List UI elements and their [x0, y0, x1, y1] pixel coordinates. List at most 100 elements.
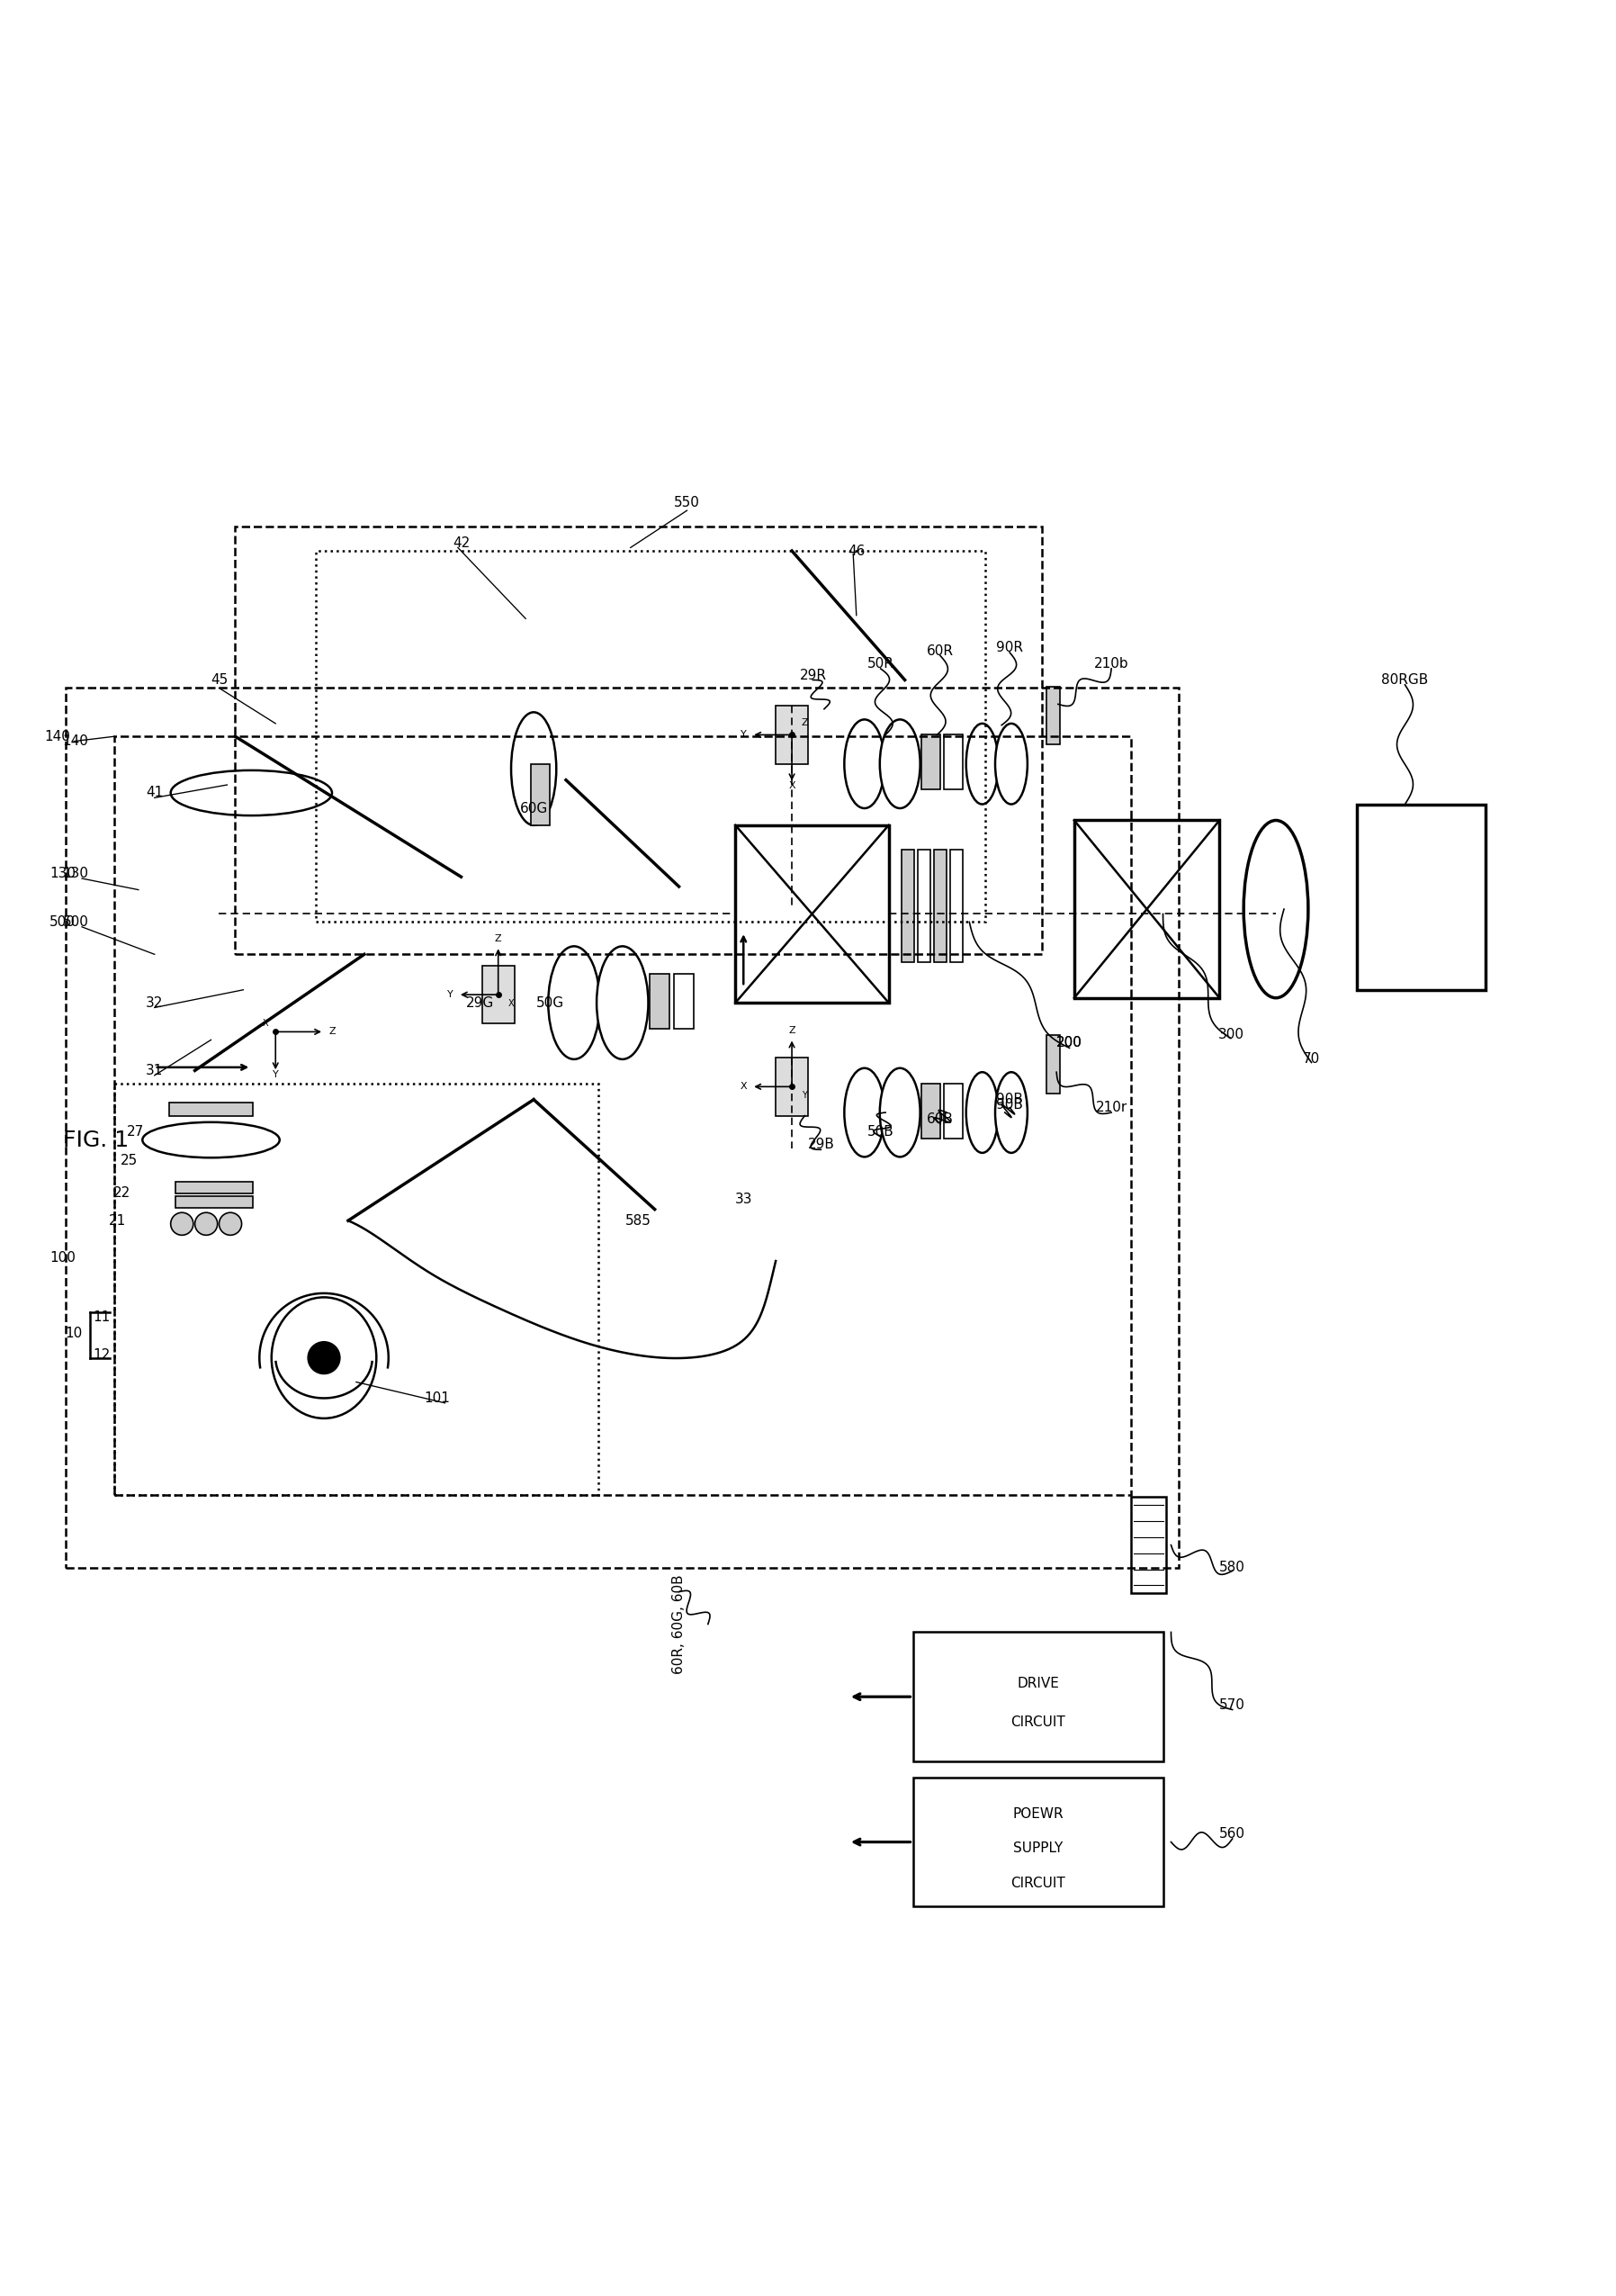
Ellipse shape [844, 719, 884, 808]
Bar [236, 526, 1042, 955]
Ellipse shape [995, 723, 1028, 804]
Text: Z: Z [802, 719, 808, 728]
Text: 210b: 210b [1094, 657, 1128, 670]
Text: 11: 11 [92, 1311, 110, 1325]
Ellipse shape [596, 946, 648, 1058]
Text: 580: 580 [1220, 1561, 1246, 1575]
Text: POEWR: POEWR [1013, 1807, 1063, 1821]
Text: 12: 12 [92, 1348, 110, 1362]
Text: 33: 33 [735, 1194, 751, 1205]
Text: X: X [263, 1019, 268, 1029]
Bar [315, 551, 986, 923]
Ellipse shape [142, 1123, 280, 1157]
Text: 130: 130 [50, 868, 76, 879]
Text: 50R: 50R [868, 657, 894, 670]
Bar [1131, 1497, 1167, 1593]
Text: 29G: 29G [467, 996, 494, 1010]
Text: 300: 300 [1218, 1029, 1244, 1042]
Text: 550: 550 [674, 496, 700, 510]
Text: 60R, 60G, 60B: 60R, 60G, 60B [672, 1575, 685, 1674]
Bar [950, 850, 963, 962]
Circle shape [307, 1341, 339, 1373]
Bar [921, 1084, 941, 1139]
Text: SUPPLY: SUPPLY [1013, 1841, 1063, 1855]
Bar [944, 735, 963, 790]
Bar [934, 850, 947, 962]
Text: 60G: 60G [520, 801, 548, 815]
Text: 500: 500 [63, 916, 89, 930]
Text: 130: 130 [63, 868, 89, 879]
Bar [170, 1102, 254, 1116]
Text: 60B: 60B [928, 1111, 953, 1125]
Text: 50B: 50B [868, 1125, 894, 1139]
Text: Z: Z [328, 1026, 336, 1035]
Text: X: X [507, 999, 514, 1008]
Bar [115, 1084, 598, 1495]
Text: 200: 200 [1057, 1035, 1083, 1049]
Text: 210r: 210r [1096, 1100, 1128, 1114]
Text: Y: Y [273, 1070, 278, 1079]
Bar [913, 1777, 1164, 1906]
Bar [482, 967, 514, 1024]
Ellipse shape [511, 712, 556, 824]
Bar [115, 737, 1131, 1495]
Text: 200: 200 [1057, 1035, 1083, 1049]
Text: 140: 140 [63, 735, 89, 748]
Text: 46: 46 [848, 544, 865, 558]
Text: 42: 42 [452, 535, 470, 549]
Text: 101: 101 [423, 1391, 449, 1405]
Text: 70: 70 [1302, 1052, 1320, 1065]
Text: 29R: 29R [800, 668, 826, 682]
Ellipse shape [548, 946, 600, 1058]
Bar [918, 850, 931, 962]
Bar [1075, 820, 1220, 999]
Bar [1047, 687, 1060, 744]
Text: 31: 31 [145, 1063, 163, 1077]
Bar [176, 1196, 254, 1208]
Bar [176, 1182, 254, 1194]
Text: DRIVE: DRIVE [1016, 1676, 1058, 1690]
Bar [735, 824, 889, 1003]
Bar [530, 765, 549, 824]
Text: 90B: 90B [995, 1097, 1023, 1111]
Bar [1047, 1035, 1060, 1093]
Text: FIG. 1: FIG. 1 [63, 1130, 128, 1150]
Ellipse shape [196, 1212, 218, 1235]
Bar [921, 735, 941, 790]
Text: Y: Y [740, 730, 747, 739]
Ellipse shape [844, 1068, 884, 1157]
Bar [913, 1632, 1164, 1761]
Ellipse shape [171, 1212, 194, 1235]
Bar [902, 850, 915, 962]
Text: X: X [789, 781, 795, 790]
Bar [944, 1084, 963, 1139]
Text: 32: 32 [145, 996, 163, 1010]
Ellipse shape [966, 723, 999, 804]
Text: 21: 21 [108, 1215, 126, 1228]
Text: 80RGB: 80RGB [1382, 673, 1429, 687]
Text: 50G: 50G [537, 996, 564, 1010]
Text: 560: 560 [1220, 1828, 1246, 1841]
Ellipse shape [171, 771, 331, 815]
Text: Y: Y [448, 990, 452, 999]
Bar [650, 974, 669, 1029]
Bar [66, 689, 1180, 1568]
Text: 100: 100 [50, 1251, 76, 1265]
Ellipse shape [220, 1212, 242, 1235]
Text: 500: 500 [50, 916, 76, 930]
Bar [674, 974, 693, 1029]
Text: 45: 45 [210, 673, 228, 687]
Bar [776, 1058, 808, 1116]
Text: CIRCUIT: CIRCUIT [1010, 1715, 1065, 1729]
Text: 10: 10 [65, 1327, 82, 1341]
Text: 60R: 60R [928, 645, 953, 657]
Text: X: X [740, 1081, 747, 1091]
Ellipse shape [966, 1072, 999, 1153]
Ellipse shape [879, 1068, 920, 1157]
Ellipse shape [879, 719, 920, 808]
Text: Z: Z [789, 1026, 795, 1035]
Text: 25: 25 [120, 1155, 137, 1169]
Text: Z: Z [494, 934, 501, 944]
Text: CIRCUIT: CIRCUIT [1010, 1876, 1065, 1890]
Text: 29B: 29B [808, 1139, 834, 1153]
